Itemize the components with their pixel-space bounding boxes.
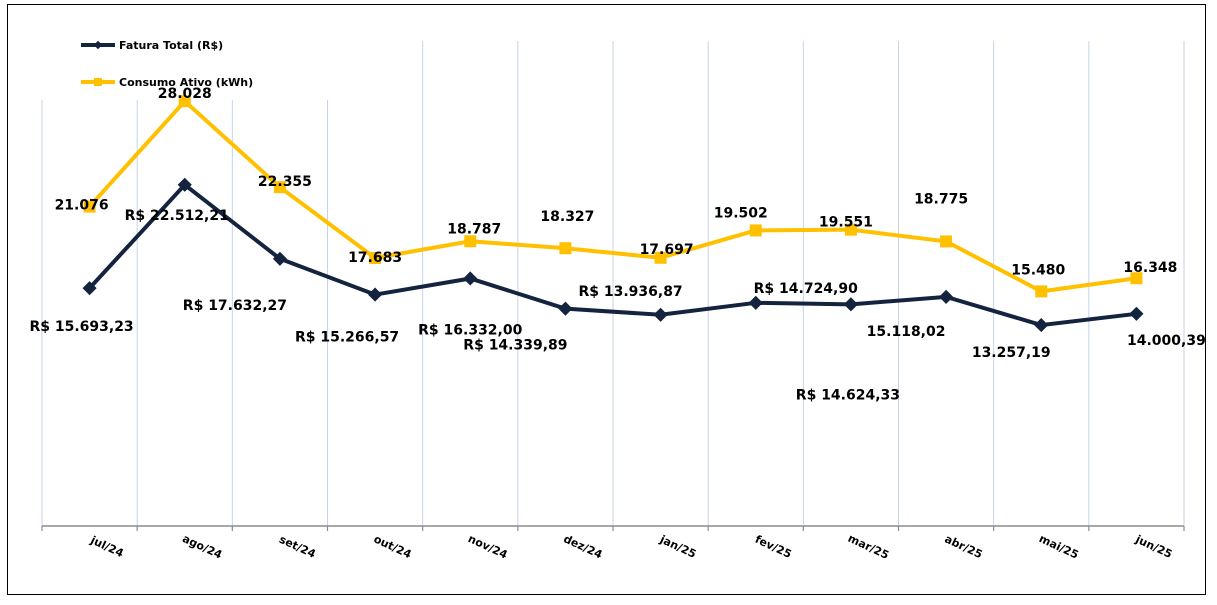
legend: Fatura Total (R$) Consumo Ativo (kWh) <box>81 39 253 89</box>
x-tick-label: fev/25 <box>753 533 794 561</box>
data-point-diamond[interactable] <box>82 281 97 296</box>
x-tick-label: mar/25 <box>846 532 891 562</box>
data-label-consumo: 17.683 <box>348 250 402 266</box>
data-point-diamond[interactable] <box>653 307 668 322</box>
x-tick-label: set/24 <box>277 533 318 561</box>
data-point-square[interactable] <box>654 251 667 264</box>
legend-diamond-marker-icon <box>93 40 103 50</box>
data-point-diamond[interactable] <box>1034 317 1049 333</box>
legend-label-fatura: Fatura Total (R$) <box>119 39 223 52</box>
data-label-consumo: 19.502 <box>714 205 768 221</box>
data-label-fatura: R$ 17.632,27 <box>183 298 287 314</box>
data-point-diamond[interactable] <box>843 297 858 312</box>
data-point-square[interactable] <box>559 242 572 255</box>
data-point-diamond[interactable] <box>1129 306 1144 321</box>
legend-item-fatura[interactable]: Fatura Total (R$) <box>81 39 223 52</box>
data-point-square[interactable] <box>83 200 96 213</box>
data-point-square[interactable] <box>273 181 286 194</box>
legend-square-marker-icon <box>94 78 102 86</box>
data-label-consumo: 17.697 <box>640 242 694 258</box>
x-tick-label: jul/24 <box>88 533 126 560</box>
x-tick-label: abr/25 <box>943 532 985 561</box>
data-point-square[interactable] <box>369 251 382 264</box>
data-point-square[interactable] <box>178 95 191 108</box>
series-layer <box>82 95 1144 333</box>
data-label-consumo: 19.551 <box>819 215 873 231</box>
legend-label-consumo: Consumo Ativo (kWh) <box>119 76 253 89</box>
data-label-consumo: 21.076 <box>55 198 109 214</box>
series-line-consumo <box>88 98 1137 294</box>
data-label-fatura: R$ 14.724,90 <box>754 281 858 297</box>
x-tick-label: ago/24 <box>180 532 224 562</box>
series-line-fatura <box>88 182 1137 328</box>
data-label-consumo: 16.348 <box>1123 260 1177 276</box>
data-label-fatura: R$ 14.624,33 <box>796 387 900 403</box>
data-point-square[interactable] <box>1130 272 1143 285</box>
data-point-square[interactable] <box>749 224 762 237</box>
x-axis-labels: jul/24 ago/24 set/24 out/24 nov/24 dez/24 jan/… <box>88 532 1175 562</box>
data-label-consumo: 28.028 <box>158 86 212 102</box>
data-point-square[interactable] <box>464 235 477 248</box>
x-tick-label: jan/25 <box>657 532 698 560</box>
data-point-square[interactable] <box>844 223 857 236</box>
data-point-diamond[interactable] <box>748 295 763 310</box>
data-label-consumo: 22.355 <box>258 174 312 190</box>
x-tick-label: mai/25 <box>1037 532 1081 562</box>
data-point-diamond[interactable] <box>558 301 573 316</box>
data-label-fatura: 15.118,02 <box>867 324 946 340</box>
data-point-diamond[interactable] <box>368 287 383 302</box>
data-labels: R$ 15.693,23 R$ 22.512,21 R$ 17.632,27 R$ 1… <box>29 86 1205 403</box>
data-point-diamond[interactable] <box>177 177 192 192</box>
x-axis-ticks <box>41 526 1185 531</box>
data-label-consumo: 18.327 <box>540 209 594 225</box>
legend-item-consumo[interactable]: Consumo Ativo (kWh) <box>81 76 253 89</box>
x-tick-label: jun/25 <box>1133 532 1175 561</box>
data-label-fatura: 13.257,19 <box>972 345 1051 361</box>
chart-frame <box>7 4 1206 595</box>
data-point-square[interactable] <box>1035 285 1048 298</box>
x-tick-label: out/24 <box>372 532 414 561</box>
data-label-consumo: 18.775 <box>914 191 968 207</box>
data-label-fatura: R$ 14.339,89 <box>463 338 567 354</box>
data-point-diamond[interactable] <box>939 289 954 304</box>
x-tick-label: dez/24 <box>562 532 605 561</box>
data-label-fatura: R$ 22.512,21 <box>125 208 229 224</box>
data-point-diamond[interactable] <box>272 251 287 266</box>
data-label-fatura: R$ 15.693,23 <box>29 319 133 335</box>
x-tick-label: nov/24 <box>466 532 510 562</box>
data-label-consumo: 18.787 <box>447 221 501 237</box>
data-label-consumo: 15.480 <box>1011 262 1065 278</box>
data-label-fatura: 14.000,39 <box>1127 333 1206 349</box>
data-label-fatura: R$ 15.266,57 <box>295 330 399 346</box>
data-label-fatura: R$ 13.936,87 <box>578 284 682 300</box>
data-label-fatura: R$ 16.332,00 <box>418 322 522 338</box>
data-point-square[interactable] <box>940 235 953 248</box>
data-point-diamond[interactable] <box>463 271 478 286</box>
